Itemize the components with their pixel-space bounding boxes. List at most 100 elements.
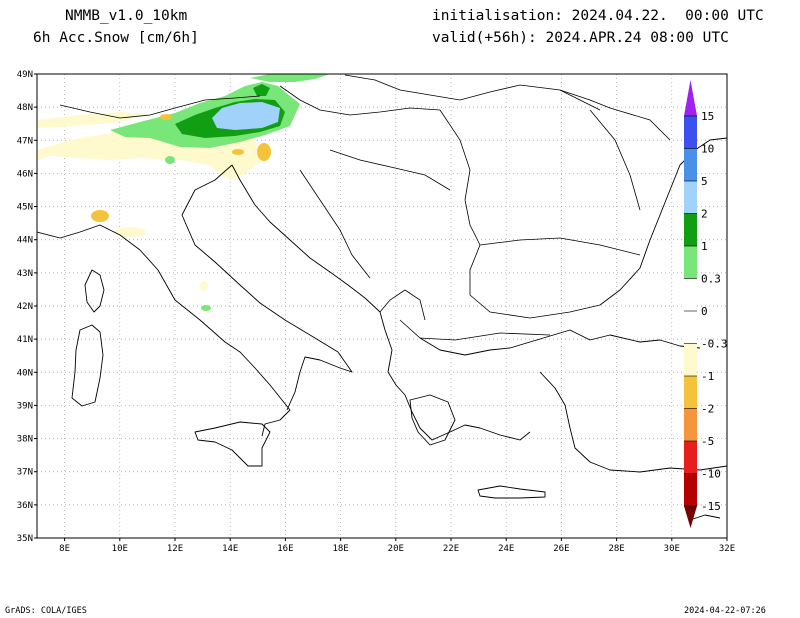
valid-time: valid(+56h): 2024.APR.24 08:00 UTC xyxy=(432,30,729,46)
black-sea-coast xyxy=(599,137,727,306)
lat-tick-label: 48N xyxy=(17,103,33,113)
lon-tick-label: 22E xyxy=(443,544,459,554)
colorbar-segment xyxy=(684,343,697,376)
border-alps xyxy=(59,95,261,119)
snow-shading xyxy=(37,74,330,311)
lat-tick-label: 35N xyxy=(17,534,33,544)
grads-credit: GrADS: COLA/IGES xyxy=(5,606,87,616)
colorbar-bottom-arrow xyxy=(684,506,697,528)
lat-tick-label: 44N xyxy=(17,236,33,246)
colorbar-label: -1 xyxy=(701,370,714,383)
colorbar-segment xyxy=(684,408,697,441)
border-danube xyxy=(479,237,641,256)
model-title: NMMB_v1.0_10km xyxy=(65,8,188,24)
italy-west-coast xyxy=(37,224,291,437)
sicily xyxy=(194,421,271,467)
border-bulgaria xyxy=(469,244,601,319)
colorbar-segment xyxy=(684,213,697,246)
border-romania-west xyxy=(439,109,481,246)
balkan-coast xyxy=(231,164,531,441)
lat-tick-label: 37N xyxy=(17,468,33,478)
border-ukraine xyxy=(559,89,671,141)
initialisation-time: initialisation: 2024.04.22. 00:00 UTC xyxy=(432,8,764,24)
map-content xyxy=(37,74,727,538)
snow-blob-green xyxy=(253,84,270,96)
colorbar-segment xyxy=(684,441,697,474)
lon-tick-label: 20E xyxy=(388,544,404,554)
border-bosnia xyxy=(299,169,371,279)
colorbar-segment xyxy=(684,473,697,506)
anatolia-coast xyxy=(539,371,727,473)
lon-tick-label: 8E xyxy=(59,544,70,554)
field-title: 6h Acc.Snow [cm/6h] xyxy=(33,30,199,46)
border-austria-hungary xyxy=(279,85,441,116)
snow-patch-yellow-1 xyxy=(160,114,172,120)
lon-tick-label: 28E xyxy=(608,544,624,554)
coastlines xyxy=(37,137,727,521)
border-moldova xyxy=(589,109,641,211)
lat-tick-label: 41N xyxy=(17,335,33,345)
colorbar-segment xyxy=(684,116,697,149)
snow-patch-green-2 xyxy=(165,156,175,164)
lon-tick-label: 14E xyxy=(222,544,238,554)
aegean-coast xyxy=(419,329,701,356)
snow-patch-green-1 xyxy=(201,305,211,311)
longitude-axis: 8E 10E 12E 14E 16E 18E 20E 22E 24E 26E 28E 30E 32E xyxy=(59,538,735,554)
colorbar-label: 10 xyxy=(701,143,714,156)
colorbar-segment xyxy=(684,148,697,181)
colorbar-label: -15 xyxy=(701,500,721,513)
colorbar-segment xyxy=(684,278,697,311)
colorbar-segment xyxy=(684,181,697,214)
snow-area-north xyxy=(250,74,330,82)
lat-tick-label: 39N xyxy=(17,401,33,411)
lon-tick-label: 24E xyxy=(498,544,514,554)
lat-tick-label: 46N xyxy=(17,169,33,179)
colorbar: 15 10 5 2 1 0.3 0 -0.3 -1 -2 -5 -10 -15 xyxy=(684,80,728,528)
colorbar-label: 1 xyxy=(701,240,708,253)
colorbar-label: -0.3 xyxy=(701,338,728,351)
borders xyxy=(59,74,671,341)
lat-tick-label: 49N xyxy=(17,70,33,80)
latitude-axis: 49N 48N 47N 46N 45N 44N 43N 42N 41N 40N 39N 38N 37N 3… xyxy=(17,70,37,544)
lat-tick-label: 42N xyxy=(17,302,33,312)
snow-patch-orange-2 xyxy=(91,210,109,222)
cyprus-edge xyxy=(689,514,721,521)
lon-tick-label: 12E xyxy=(167,544,183,554)
colorbar-label: 0 xyxy=(701,305,708,318)
border-albania xyxy=(379,289,426,321)
lat-tick-label: 45N xyxy=(17,203,33,213)
graticule xyxy=(37,74,727,538)
colorbar-label: -5 xyxy=(701,435,714,448)
lat-tick-label: 40N xyxy=(17,368,33,378)
border-greece-north xyxy=(399,319,551,341)
lon-tick-label: 10E xyxy=(112,544,128,554)
snow-patch-yellow-2 xyxy=(232,149,244,155)
border-serbia xyxy=(329,149,451,191)
crete xyxy=(477,485,546,499)
lat-tick-label: 38N xyxy=(17,435,33,445)
italy-east-coast xyxy=(181,164,353,411)
colorbar-label: -10 xyxy=(701,468,721,481)
lat-tick-label: 43N xyxy=(17,269,33,279)
snow-band-light-north xyxy=(37,112,150,128)
snow-area-2 xyxy=(212,102,280,130)
lat-tick-label: 36N xyxy=(17,501,33,511)
colorbar-top-arrow xyxy=(684,80,697,116)
sardinia xyxy=(71,324,104,407)
colorbar-segment xyxy=(684,311,697,344)
colorbar-label: 0.3 xyxy=(701,273,721,286)
peloponnese xyxy=(409,394,456,446)
lon-tick-label: 26E xyxy=(553,544,569,554)
colorbar-label: 15 xyxy=(701,110,714,123)
colorbar-label: 2 xyxy=(701,208,708,221)
border-carpathians xyxy=(344,74,601,111)
corsica xyxy=(84,269,105,313)
lon-tick-label: 32E xyxy=(719,544,735,554)
lat-tick-label: 47N xyxy=(17,136,33,146)
snow-patch-light-2 xyxy=(200,281,208,291)
lon-tick-label: 16E xyxy=(277,544,293,554)
colorbar-label: 5 xyxy=(701,175,708,188)
snow-patch-orange-1 xyxy=(257,143,271,161)
colorbar-segment xyxy=(684,246,697,279)
